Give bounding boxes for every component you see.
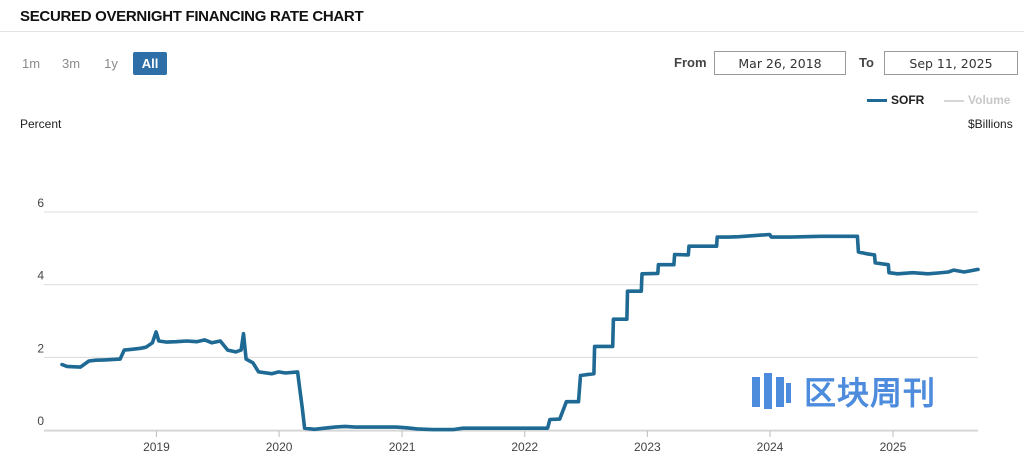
y-tick-label: 4 bbox=[37, 269, 44, 283]
y2-axis-title: $Billions bbox=[968, 117, 1013, 131]
range-button-1m[interactable]: 1m bbox=[21, 56, 41, 71]
from-label: From bbox=[674, 55, 707, 70]
y-tick-label: 0 bbox=[37, 414, 44, 428]
range-button-3m[interactable]: 3m bbox=[61, 56, 81, 71]
y-tick-label: 2 bbox=[37, 341, 44, 355]
watermark-text: 区块周刊 bbox=[804, 374, 937, 412]
x-tick-label: 2020 bbox=[266, 440, 293, 454]
legend-label-volume: Volume bbox=[968, 93, 1011, 107]
x-tick-label: 2022 bbox=[511, 440, 538, 454]
watermark-logo-icon bbox=[752, 373, 791, 409]
x-tick-label: 2019 bbox=[143, 440, 170, 454]
range-button-1y[interactable]: 1y bbox=[104, 56, 118, 71]
from-date-input[interactable]: Mar 26, 2018 bbox=[714, 51, 846, 75]
legend-swatch-volume bbox=[944, 99, 964, 102]
y-tick-label: 6 bbox=[37, 196, 44, 210]
watermark: 区块周刊 bbox=[748, 368, 936, 414]
x-tick-label: 2023 bbox=[634, 440, 661, 454]
legend-item-volume[interactable]: Volume bbox=[944, 93, 1010, 107]
x-tick-label: 2021 bbox=[389, 440, 416, 454]
legend-item-sofr[interactable]: SOFR bbox=[867, 93, 924, 107]
range-button-all[interactable]: All bbox=[133, 52, 167, 75]
legend-label-sofr: SOFR bbox=[891, 93, 925, 107]
series-line-sofr bbox=[60, 232, 980, 432]
x-tick-label: 2025 bbox=[880, 440, 907, 454]
to-label: To bbox=[859, 55, 874, 70]
x-tick-label: 2024 bbox=[757, 440, 784, 454]
page-title: SECURED OVERNIGHT FINANCING RATE CHART bbox=[20, 8, 364, 25]
y-axis-title: Percent bbox=[20, 117, 62, 131]
title-divider bbox=[0, 31, 1024, 32]
to-date-input[interactable]: Sep 11, 2025 bbox=[884, 51, 1018, 75]
legend-swatch-sofr bbox=[867, 99, 887, 103]
